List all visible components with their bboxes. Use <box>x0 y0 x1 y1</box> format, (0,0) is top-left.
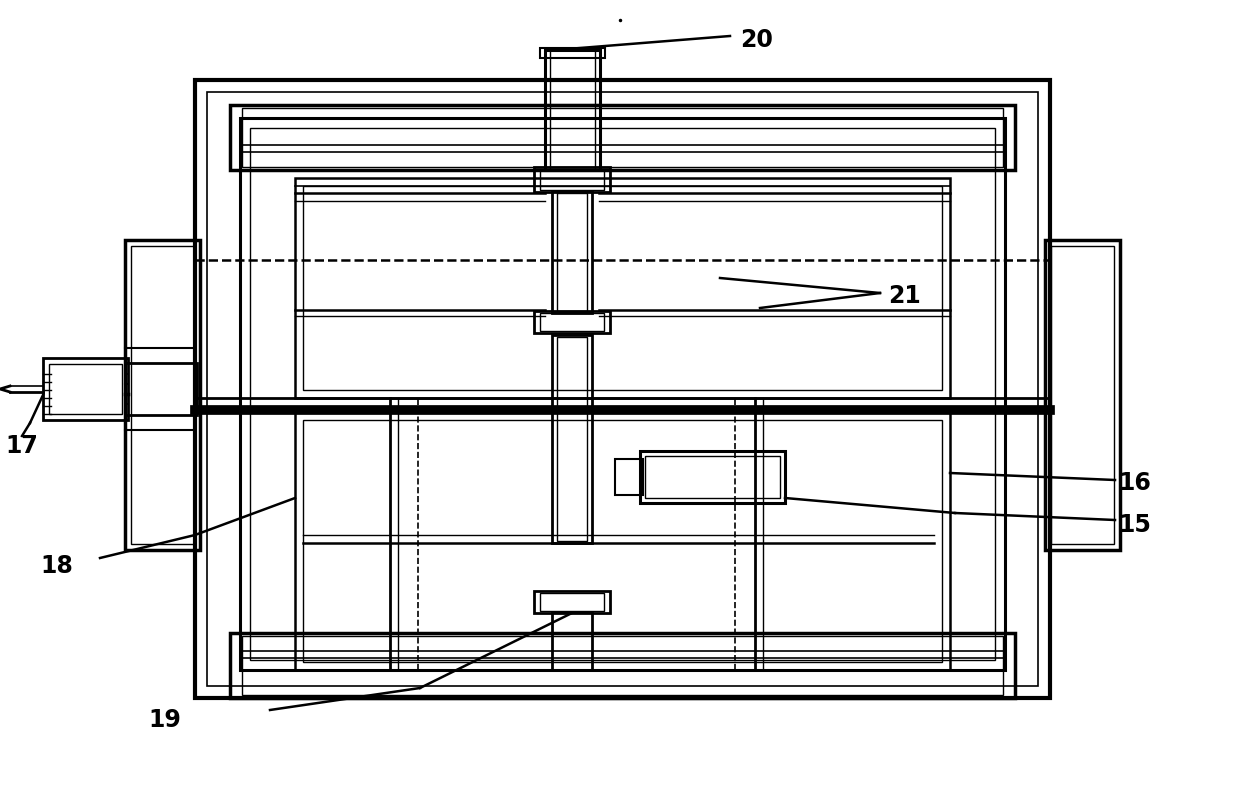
Bar <box>43 358 128 420</box>
Text: 18: 18 <box>40 554 73 578</box>
Bar <box>539 593 604 611</box>
Bar <box>546 105 600 170</box>
Text: 16: 16 <box>1118 471 1151 495</box>
Bar <box>551 50 595 105</box>
Bar <box>645 456 780 498</box>
Bar <box>557 193 587 311</box>
Bar <box>552 191 591 313</box>
Bar <box>295 412 950 670</box>
Bar <box>1045 240 1120 550</box>
Bar <box>615 459 644 495</box>
Bar <box>534 167 610 192</box>
Bar <box>546 50 600 105</box>
Bar <box>539 48 605 58</box>
Bar <box>242 636 1003 695</box>
Text: 21: 21 <box>888 284 921 308</box>
Bar <box>229 105 1016 170</box>
Bar <box>295 178 950 398</box>
Bar <box>552 335 591 543</box>
Bar <box>125 363 197 415</box>
Text: 20: 20 <box>740 28 773 52</box>
Bar <box>552 612 591 670</box>
Bar <box>195 80 1050 698</box>
Bar <box>534 311 610 333</box>
Bar <box>1052 246 1114 544</box>
Bar <box>534 591 610 613</box>
Bar <box>640 451 785 503</box>
Bar <box>242 108 1003 167</box>
Text: 15: 15 <box>1118 513 1151 537</box>
Bar <box>539 313 604 331</box>
Bar <box>557 337 587 541</box>
Bar <box>229 633 1016 698</box>
Bar <box>303 420 942 662</box>
Bar <box>207 92 1038 686</box>
Bar <box>131 246 193 544</box>
Bar <box>125 240 200 550</box>
Bar <box>551 105 595 170</box>
Bar <box>303 186 942 390</box>
Bar <box>539 170 604 190</box>
Bar <box>241 118 1004 670</box>
Bar <box>250 128 994 660</box>
Text: 17: 17 <box>5 434 38 458</box>
Bar <box>50 364 122 414</box>
Text: 19: 19 <box>148 708 181 732</box>
